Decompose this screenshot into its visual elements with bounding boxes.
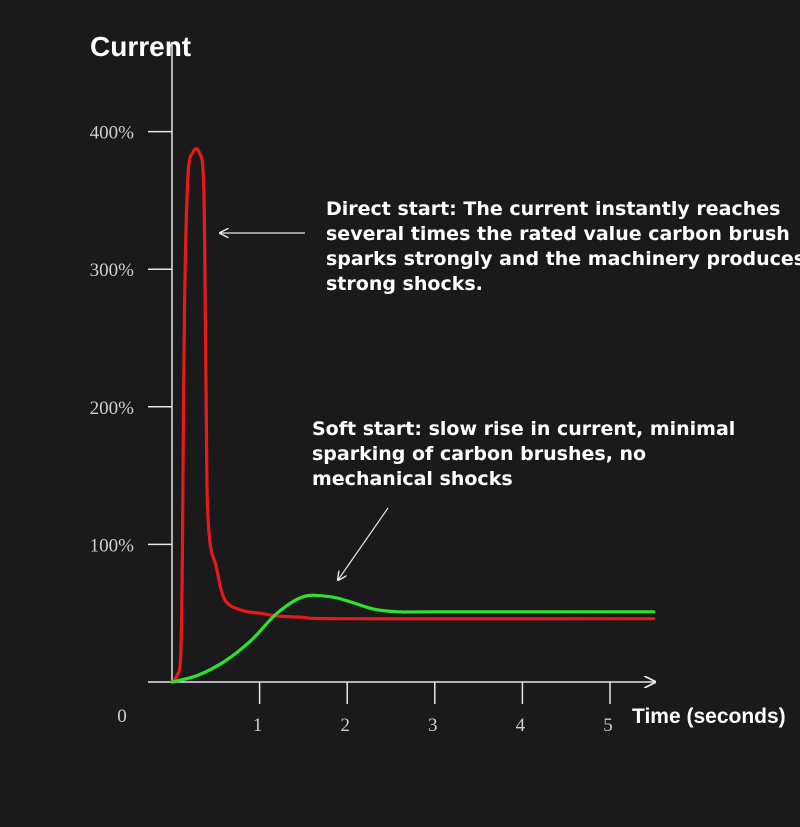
series-layer	[170, 147, 656, 684]
direct-start-note-line: several times the rated value carbon bru…	[326, 223, 790, 245]
soft-start-note-line: mechanical shocks	[312, 468, 513, 490]
soft-start-annotation: Soft start: slow rise in current, minima…	[312, 418, 742, 580]
x-tick-label: 1	[253, 715, 263, 736]
direct-start-note: Direct start: The current instantly reac…	[326, 198, 800, 295]
x-tick-label: 2	[340, 715, 350, 736]
x-tick-label: 3	[428, 715, 438, 736]
soft-start-arrow	[338, 507, 389, 580]
soft-start-note: Soft start: slow rise in current, minima…	[312, 418, 742, 490]
y-ticks: 400% 300% 200% 100%	[90, 123, 172, 556]
soft-start-note-line: sparking of carbon brushes, no	[312, 443, 646, 465]
soft-start-series-line	[170, 593, 656, 684]
direct-start-annotation: Direct start: The current instantly reac…	[220, 198, 800, 295]
y-tick-label: 100%	[90, 535, 135, 556]
x-tick-label: 5	[603, 715, 613, 736]
direct-start-series-line	[170, 147, 656, 684]
x-tick-label: 0	[117, 706, 127, 727]
x-ticks: 0 1 2 3 4 5	[117, 682, 613, 736]
soft-start-note-line: Soft start: slow rise in current, minima…	[312, 418, 735, 440]
y-tick-label: 400%	[90, 123, 135, 144]
direct-start-note-line: Direct start: The current instantly reac…	[326, 198, 780, 220]
direct-start-note-line: strong shocks.	[326, 273, 483, 295]
x-tick-label: 4	[516, 715, 526, 736]
direct-start-note-line: sparks strongly and the machinery produc…	[326, 248, 800, 270]
chart-title: Current	[90, 31, 191, 62]
y-tick-label: 300%	[90, 260, 135, 281]
y-tick-label: 200%	[90, 398, 135, 419]
x-axis-label: Time (seconds)	[632, 705, 786, 728]
